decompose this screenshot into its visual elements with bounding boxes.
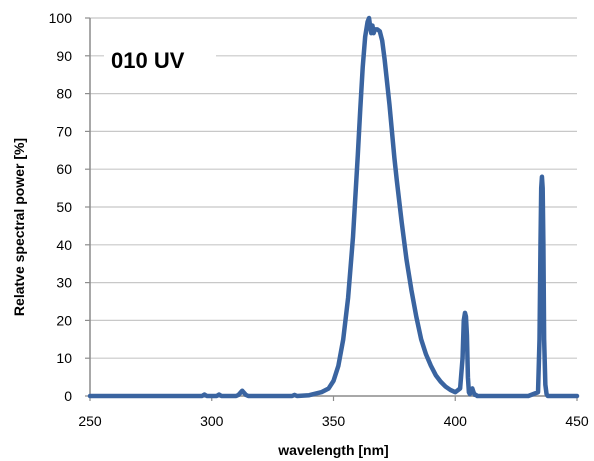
x-tick-label-250: 250 bbox=[78, 413, 102, 429]
y-tick-label-100: 100 bbox=[49, 10, 73, 26]
y-tick-label-30: 30 bbox=[56, 275, 72, 291]
chart-title: 010 UV bbox=[111, 48, 185, 73]
y-tick-label-70: 70 bbox=[56, 123, 72, 139]
y-tick-label-20: 20 bbox=[56, 312, 72, 328]
y-tick-label-40: 40 bbox=[56, 237, 72, 253]
y-tick-label-60: 60 bbox=[56, 161, 72, 177]
x-tick-label-350: 350 bbox=[322, 413, 346, 429]
y-tick-label-50: 50 bbox=[56, 199, 72, 215]
gridlines bbox=[90, 17, 577, 359]
y-axis-title: Relatve spectral power [%] bbox=[11, 138, 27, 316]
chart-title-background bbox=[104, 46, 216, 74]
y-tick-label-90: 90 bbox=[56, 48, 72, 64]
x-tick-label-450: 450 bbox=[565, 413, 589, 429]
series-line bbox=[87, 15, 580, 399]
y-tick-label-0: 0 bbox=[64, 388, 72, 404]
x-axis-title: wavelength [nm] bbox=[277, 442, 388, 458]
x-tick-labels: 250 300 350 400 450 bbox=[78, 396, 589, 429]
y-tick-label-80: 80 bbox=[56, 86, 72, 102]
x-tick-label-300: 300 bbox=[200, 413, 224, 429]
y-tick-label-10: 10 bbox=[56, 350, 72, 366]
y-tick-labels: 0 10 20 30 40 50 60 70 80 90 100 bbox=[49, 10, 90, 404]
x-tick-label-400: 400 bbox=[444, 413, 468, 429]
